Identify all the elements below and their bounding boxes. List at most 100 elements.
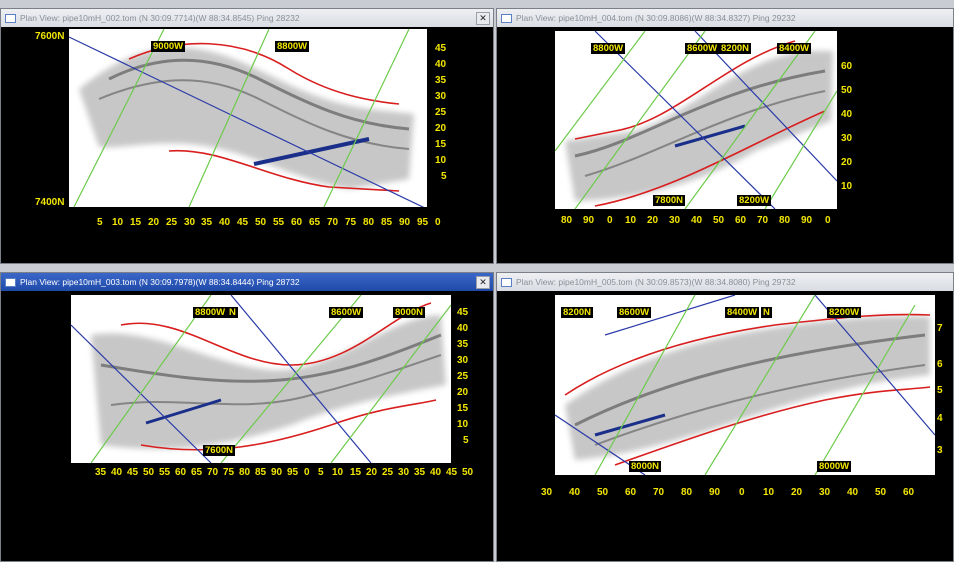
- x-tick: 30: [398, 467, 410, 478]
- x-tick: 50: [597, 487, 609, 498]
- grid-label-8000w: 8000W: [817, 461, 852, 472]
- x-tick: 0: [739, 487, 745, 498]
- window-title-bar[interactable]: Plan View: pipe10mH_004.tom (N 30:09.808…: [497, 9, 953, 27]
- x-tick: 30: [819, 487, 831, 498]
- x-tick: 55: [159, 467, 171, 478]
- y-tick: 20: [435, 123, 447, 134]
- y-tick: 10: [435, 155, 447, 166]
- x-tick: 85: [255, 467, 267, 478]
- x-tick: 15: [350, 467, 362, 478]
- x-tick: 45: [446, 467, 458, 478]
- x-tick: 10: [763, 487, 775, 498]
- y-tick: 10: [457, 419, 469, 430]
- x-tick: 50: [143, 467, 155, 478]
- window-title: Plan View: pipe10mH_004.tom (N 30:09.808…: [516, 13, 796, 23]
- grid-label-8200w: 8200W: [737, 195, 772, 206]
- window-app-icon: [501, 277, 512, 287]
- x-tick: 65: [309, 217, 321, 228]
- x-tick: 85: [381, 217, 393, 228]
- sonar-plot-area[interactable]: 9000W 8800W: [69, 29, 427, 207]
- x-tick: 20: [148, 217, 160, 228]
- x-tick: 60: [903, 487, 915, 498]
- x-tick: 40: [691, 215, 703, 226]
- grid-label-9000w: 9000W: [151, 41, 186, 52]
- x-tick: 60: [735, 215, 747, 226]
- grid-label-8000n: 8000N: [393, 307, 425, 318]
- x-tick: 40: [219, 217, 231, 228]
- grid-label-8600w: 8600W: [617, 307, 652, 318]
- x-tick: 80: [239, 467, 251, 478]
- y-tick: 45: [435, 43, 447, 54]
- window-title: Plan View: pipe10mH_005.tom (N 30:09.857…: [516, 277, 796, 287]
- y-tick: 25: [435, 107, 447, 118]
- plan-view-window-003: Plan View: pipe10mH_003.tom (N 30:09.797…: [0, 272, 494, 562]
- x-tick: 15: [130, 217, 142, 228]
- x-tick: 90: [271, 467, 283, 478]
- sonar-image: [555, 295, 935, 475]
- sonar-plot-area[interactable]: 8800W N 8600W 8000N 7600N: [71, 295, 451, 463]
- x-tick: 0: [304, 467, 310, 478]
- y-tick: 40: [435, 59, 447, 70]
- window-app-icon: [501, 13, 512, 23]
- y-tick: 30: [841, 133, 853, 144]
- sonar-image: [69, 29, 425, 207]
- x-tick: 35: [201, 217, 213, 228]
- x-tick: 50: [875, 487, 887, 498]
- sonar-plot-area[interactable]: 8200N 8600W 8400W N 8200W 8000N 8000W: [555, 295, 935, 475]
- x-tick: 0: [435, 217, 441, 228]
- window-title-bar[interactable]: Plan View: pipe10mH_005.tom (N 30:09.857…: [497, 273, 953, 291]
- y-tick: 25: [457, 371, 469, 382]
- x-tick: 20: [647, 215, 659, 226]
- close-button[interactable]: ✕: [476, 11, 490, 25]
- x-tick: 35: [95, 467, 107, 478]
- y-tick: 5: [441, 171, 447, 182]
- y-tick: 15: [435, 139, 447, 150]
- x-tick: 40: [847, 487, 859, 498]
- x-tick: 40: [111, 467, 123, 478]
- x-tick: 75: [345, 217, 357, 228]
- x-tick: 90: [399, 217, 411, 228]
- x-tick: 80: [363, 217, 375, 228]
- sonar-image: [555, 31, 837, 209]
- x-tick: 45: [237, 217, 249, 228]
- x-tick: 70: [757, 215, 769, 226]
- grid-label-8600w: 8600W: [329, 307, 364, 318]
- y-tick: 30: [457, 355, 469, 366]
- close-button[interactable]: ✕: [476, 275, 490, 289]
- x-tick: 95: [417, 217, 429, 228]
- y-tick: 4: [937, 413, 943, 424]
- x-tick: 20: [366, 467, 378, 478]
- y-tick: 60: [841, 61, 853, 72]
- x-tick: 10: [112, 217, 124, 228]
- y-tick: 20: [841, 157, 853, 168]
- y-tick: 30: [435, 91, 447, 102]
- grid-label-8200w: 8200W: [827, 307, 862, 318]
- x-tick: 25: [382, 467, 394, 478]
- y-tick: 5: [463, 435, 469, 446]
- x-tick: 5: [97, 217, 103, 228]
- x-tick: 65: [191, 467, 203, 478]
- x-tick: 50: [462, 467, 474, 478]
- window-title: Plan View: pipe10mH_002.tom (N 30:09.771…: [20, 13, 300, 23]
- x-tick: 90: [583, 215, 595, 226]
- window-title-bar[interactable]: Plan View: pipe10mH_003.tom (N 30:09.797…: [1, 273, 493, 291]
- x-tick: 0: [825, 215, 831, 226]
- y-tick: 7: [937, 323, 943, 334]
- x-tick: 20: [791, 487, 803, 498]
- plan-view-window-004: Plan View: pipe10mH_004.tom (N 30:09.808…: [496, 8, 954, 264]
- grid-label-7600n: 7600N: [203, 445, 235, 456]
- y-tick: 40: [457, 323, 469, 334]
- grid-label-8000n: 8000N: [629, 461, 661, 472]
- x-tick: 60: [291, 217, 303, 228]
- window-title-bar[interactable]: Plan View: pipe10mH_002.tom (N 30:09.771…: [1, 9, 493, 27]
- sonar-plot-area[interactable]: 8800W 8600W 8200N 8400W 7800N 8200W: [555, 31, 837, 209]
- y-tick: 6: [937, 359, 943, 370]
- northing-label-bottom: 7400N: [35, 197, 65, 208]
- x-tick: 25: [166, 217, 178, 228]
- x-tick: 40: [430, 467, 442, 478]
- x-tick: 90: [801, 215, 813, 226]
- grid-label-8800w: 8800W: [193, 307, 228, 318]
- x-tick: 10: [625, 215, 637, 226]
- x-tick: 95: [287, 467, 299, 478]
- y-tick: 5: [937, 385, 943, 396]
